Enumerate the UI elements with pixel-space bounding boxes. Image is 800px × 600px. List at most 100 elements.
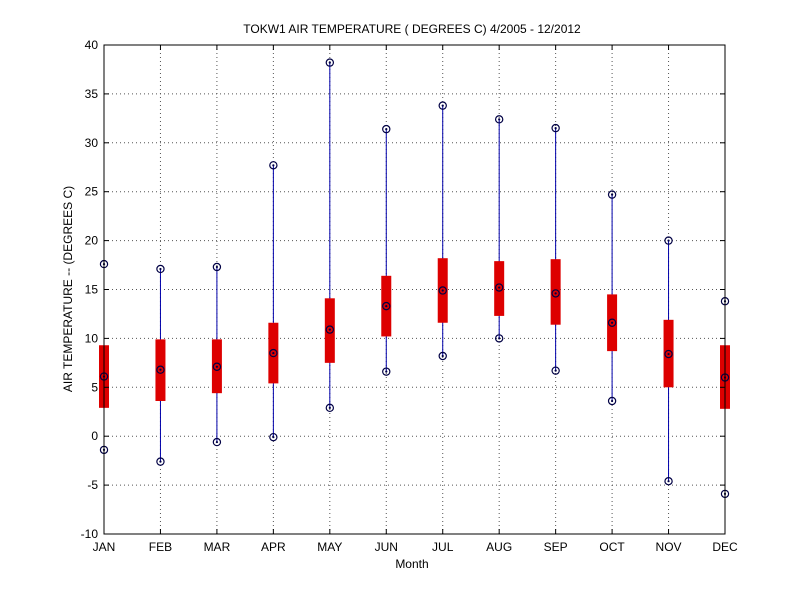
min-marker	[438, 351, 447, 361]
box-jun	[381, 124, 392, 376]
min-marker-dot	[215, 440, 219, 444]
min-marker	[494, 334, 504, 343]
box-sep	[550, 123, 561, 375]
min-marker	[325, 403, 335, 413]
max-marker-dot	[498, 118, 501, 121]
box-oct	[607, 190, 618, 406]
min-marker-dot	[554, 369, 557, 372]
max-marker-dot	[272, 164, 275, 167]
axes: -10 -5 0 5 10 15 20 25 30 35 40 JAN FEB MAR APR MAY JUN J…	[81, 38, 738, 554]
min-marker	[382, 367, 391, 376]
median-marker-dot	[215, 365, 219, 368]
max-marker	[607, 190, 617, 199]
median-marker	[607, 318, 617, 327]
y-tick-label: 0	[91, 429, 98, 443]
min-marker-dot	[667, 480, 670, 483]
min-marker	[664, 476, 673, 486]
x-axis-label: Month	[395, 557, 428, 571]
max-marker	[551, 123, 560, 133]
min-marker-dot	[610, 399, 614, 403]
max-marker-dot	[215, 265, 219, 269]
min-marker	[269, 432, 278, 442]
max-marker	[269, 161, 278, 170]
median-marker-dot	[610, 321, 614, 324]
y-axis-label: AIR TEMPERATURE -- (DEGREES C)	[61, 186, 75, 392]
median-marker-dot	[272, 351, 275, 355]
box-mar	[211, 262, 222, 447]
x-tick-label: DEC	[712, 540, 738, 554]
x-tick-label: FEB	[149, 540, 172, 554]
max-marker	[664, 236, 673, 245]
y-tick-label: 25	[85, 185, 99, 199]
plot-area	[104, 45, 725, 534]
y-tick-label: -5	[87, 478, 98, 492]
y-tick-label: -10	[81, 527, 99, 541]
x-tick-label: MAY	[317, 540, 342, 554]
min-marker	[607, 396, 617, 406]
median-marker-dot	[667, 352, 670, 356]
max-marker-dot	[610, 193, 614, 196]
max-marker	[325, 58, 335, 67]
max-marker	[438, 101, 447, 110]
x-tick-label: AUG	[486, 540, 512, 554]
min-marker-dot	[159, 460, 162, 463]
median-marker-dot	[498, 286, 501, 289]
median-marker-dot	[328, 328, 331, 331]
max-marker	[212, 262, 222, 272]
y-tick-label: 20	[85, 234, 99, 248]
y-tick-label: 15	[85, 283, 99, 297]
x-tick-label: SEP	[544, 540, 568, 554]
max-marker-dot	[159, 267, 162, 271]
max-marker	[382, 124, 391, 134]
max-marker-dot	[667, 239, 670, 242]
y-tick-label: 5	[91, 380, 98, 394]
min-marker	[212, 437, 222, 447]
min-marker-dot	[441, 354, 444, 358]
y-tick-label: 40	[85, 38, 99, 52]
max-marker-dot	[385, 128, 388, 131]
median-marker	[269, 348, 278, 358]
max-marker-dot	[441, 104, 444, 107]
y-tick-label: 10	[85, 331, 99, 345]
x-tick-label: OCT	[599, 540, 625, 554]
min-marker-dot	[498, 337, 501, 340]
median-marker-dot	[554, 292, 557, 295]
median-marker	[551, 289, 560, 298]
median-marker	[156, 365, 165, 374]
median-marker	[325, 325, 335, 334]
median-marker	[494, 283, 504, 292]
x-tick-label: MAR	[204, 540, 231, 554]
min-marker-dot	[328, 406, 331, 409]
box-nov	[663, 236, 674, 486]
x-tick-label: JAN	[93, 540, 116, 554]
box-feb	[155, 264, 166, 466]
box-jul	[437, 101, 448, 361]
median-marker-dot	[441, 289, 444, 292]
box-apr	[268, 161, 279, 442]
min-marker	[551, 366, 560, 375]
median-marker	[664, 349, 673, 359]
min-marker-dot	[385, 370, 388, 373]
box-may	[324, 58, 335, 413]
median-marker	[438, 286, 447, 295]
x-tick-label: APR	[261, 540, 286, 554]
x-tick-label: NOV	[656, 540, 682, 554]
max-marker	[494, 115, 504, 124]
median-marker	[382, 301, 391, 311]
min-marker-dot	[272, 436, 275, 439]
chart-title: TOKW1 AIR TEMPERATURE ( DEGREES C) 4/200…	[243, 22, 581, 36]
y-tick-label: 35	[85, 87, 99, 101]
max-marker-dot	[554, 127, 557, 130]
median-marker-dot	[159, 368, 162, 371]
median-marker	[212, 362, 222, 371]
x-tick-label: JUN	[375, 540, 398, 554]
iqr-box	[550, 259, 561, 325]
max-marker-dot	[328, 61, 331, 64]
min-marker	[156, 457, 165, 466]
y-tick-label: 30	[85, 136, 99, 150]
median-marker-dot	[385, 305, 388, 308]
box-aug	[494, 115, 505, 343]
max-marker	[156, 264, 165, 274]
x-tick-label: JUL	[432, 540, 454, 554]
